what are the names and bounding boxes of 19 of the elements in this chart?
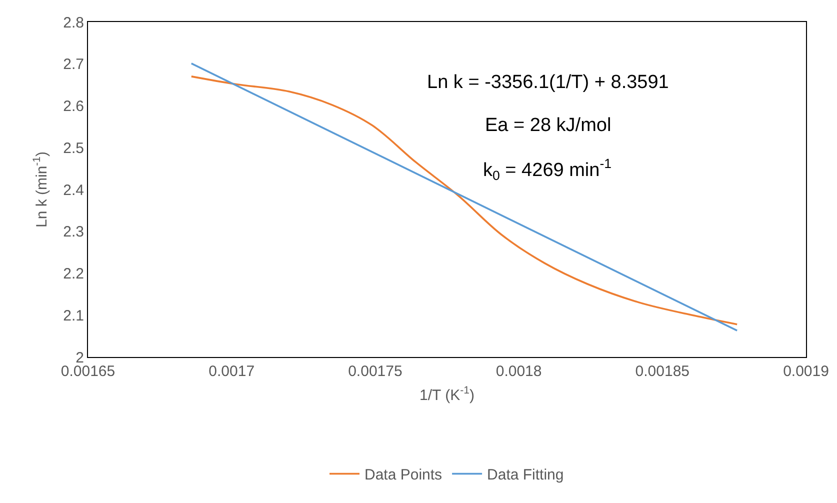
annotation: k$_{0}$ = 4269 min$^{-1}$ xyxy=(483,156,612,183)
x-tick-label: 0.0018 xyxy=(496,363,542,380)
y-tick-label: 2.8 xyxy=(63,14,84,32)
y-tick-label: 2.6 xyxy=(63,98,84,115)
x-axis-title: 1/T (K$^{-1}$) xyxy=(420,384,474,404)
legend-label: Data Fitting xyxy=(487,466,564,484)
annotation: Ea = 28 kJ/mol xyxy=(485,115,612,136)
legend-label: Data Points xyxy=(364,466,442,484)
x-tick-label: 0.0017 xyxy=(208,363,255,380)
x-tick-label: 0.00185 xyxy=(635,363,690,380)
y-tick-label: 2.5 xyxy=(63,140,84,157)
y-tick-label: 2.3 xyxy=(63,224,84,241)
x-tick-label: 0.00175 xyxy=(348,363,402,380)
x-tick-label: 0.0019 xyxy=(783,363,829,380)
y-tick-label: 2.4 xyxy=(63,182,84,199)
annotation: Ln k = -3356.1(1/T) + 8.3591 xyxy=(427,72,669,93)
y-tick-label: 2.1 xyxy=(63,307,84,324)
y-tick-label: 2.7 xyxy=(63,56,84,74)
y-tick-label: 2.2 xyxy=(63,266,84,282)
